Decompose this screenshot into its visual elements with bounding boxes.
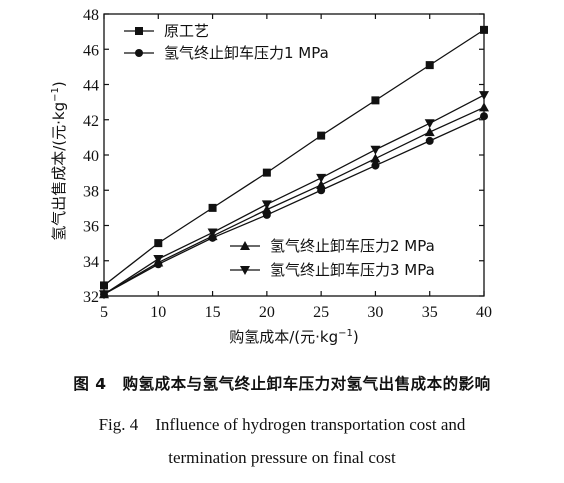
data-point	[154, 239, 163, 248]
x-tick-label: 30	[367, 304, 383, 321]
data-point	[370, 153, 381, 163]
data-point	[371, 161, 380, 170]
data-point	[261, 200, 272, 210]
data-point	[207, 228, 218, 238]
line-chart: 5 10 15 20 25 30 35 40 32 34 36 38 40 42 44 46 48 原工艺氢气终…	[50, 7, 492, 346]
series-line	[103, 115, 485, 295]
legend-item-3: 氢气终止卸车压力2 MPa	[230, 237, 435, 255]
data-point	[316, 173, 327, 183]
y-tick-label: 36	[83, 219, 99, 236]
legend-label: 氢气终止卸车压力3 MPa	[270, 261, 435, 279]
legend-label: 氢气终止卸车压力2 MPa	[270, 237, 435, 255]
data-point	[424, 119, 435, 129]
x-tick-label: 40	[476, 304, 492, 321]
legend-marker	[240, 241, 250, 250]
x-tick-label: 35	[422, 304, 438, 321]
series-4	[99, 91, 489, 300]
axis-ticks: 5 10 15 20 25 30 35 40 32 34 36 38 40 42 44 46 48	[83, 7, 492, 321]
data-point	[99, 290, 109, 300]
y-tick-label: 32	[83, 289, 99, 306]
data-point	[480, 25, 488, 34]
y-axis-label: 氢气出售成本/(元·kg−1)	[50, 81, 68, 241]
x-tick-label: 20	[259, 304, 275, 321]
legend-label: 原工艺	[164, 22, 209, 40]
data-point	[370, 145, 381, 155]
y-tick-label: 46	[83, 42, 99, 59]
y-tick-label: 42	[83, 113, 99, 130]
legend-label: 氢气终止卸车压力1 MPa	[164, 44, 329, 62]
y-tick-label: 40	[83, 148, 99, 165]
data-point	[153, 254, 164, 264]
data-point	[208, 203, 217, 212]
y-tick-label: 34	[83, 254, 99, 271]
data-point	[317, 131, 326, 140]
legend-item-2: 氢气终止卸车压力1 MPa	[124, 44, 329, 62]
data-point	[100, 281, 108, 290]
x-axis-label: 购氢成本/(元·kg−1)	[229, 328, 359, 346]
data-point	[371, 96, 380, 105]
data-point	[480, 112, 488, 121]
data-point	[424, 127, 435, 137]
x-tick-label: 15	[205, 304, 221, 321]
x-tick-label: 25	[313, 304, 329, 321]
axis-labels: 购氢成本/(元·kg−1) 氢气出售成本/(元·kg−1)	[50, 81, 359, 346]
y-tick-label: 48	[83, 7, 99, 24]
data-point	[425, 136, 434, 145]
series-layer	[99, 25, 489, 300]
series-1	[100, 25, 488, 290]
series-line	[103, 94, 485, 295]
legend-marker	[135, 27, 143, 35]
data-point	[425, 61, 434, 70]
data-point	[479, 102, 489, 112]
series-line	[103, 29, 485, 286]
figure-caption-en-line2: termination pressure on final cost	[168, 448, 396, 467]
y-tick-label: 44	[83, 78, 99, 95]
legend-marker	[240, 266, 250, 275]
series-line	[103, 106, 485, 295]
data-point	[479, 91, 489, 101]
x-tick-label: 10	[150, 304, 166, 321]
data-point	[316, 179, 327, 189]
legend-marker	[135, 49, 143, 57]
data-point	[262, 168, 271, 177]
legend-item-4: 氢气终止卸车压力3 MPa	[230, 261, 435, 279]
figure-caption-en-line1: Fig. 4 Influence of hydrogen transportat…	[98, 415, 466, 434]
x-tick-label: 5	[100, 304, 108, 321]
y-tick-label: 38	[83, 183, 99, 200]
figure-caption-cn: 图 4 购氢成本与氢气终止卸车压力对氢气出售成本的影响	[73, 375, 491, 393]
legend-item-1: 原工艺	[124, 22, 209, 40]
